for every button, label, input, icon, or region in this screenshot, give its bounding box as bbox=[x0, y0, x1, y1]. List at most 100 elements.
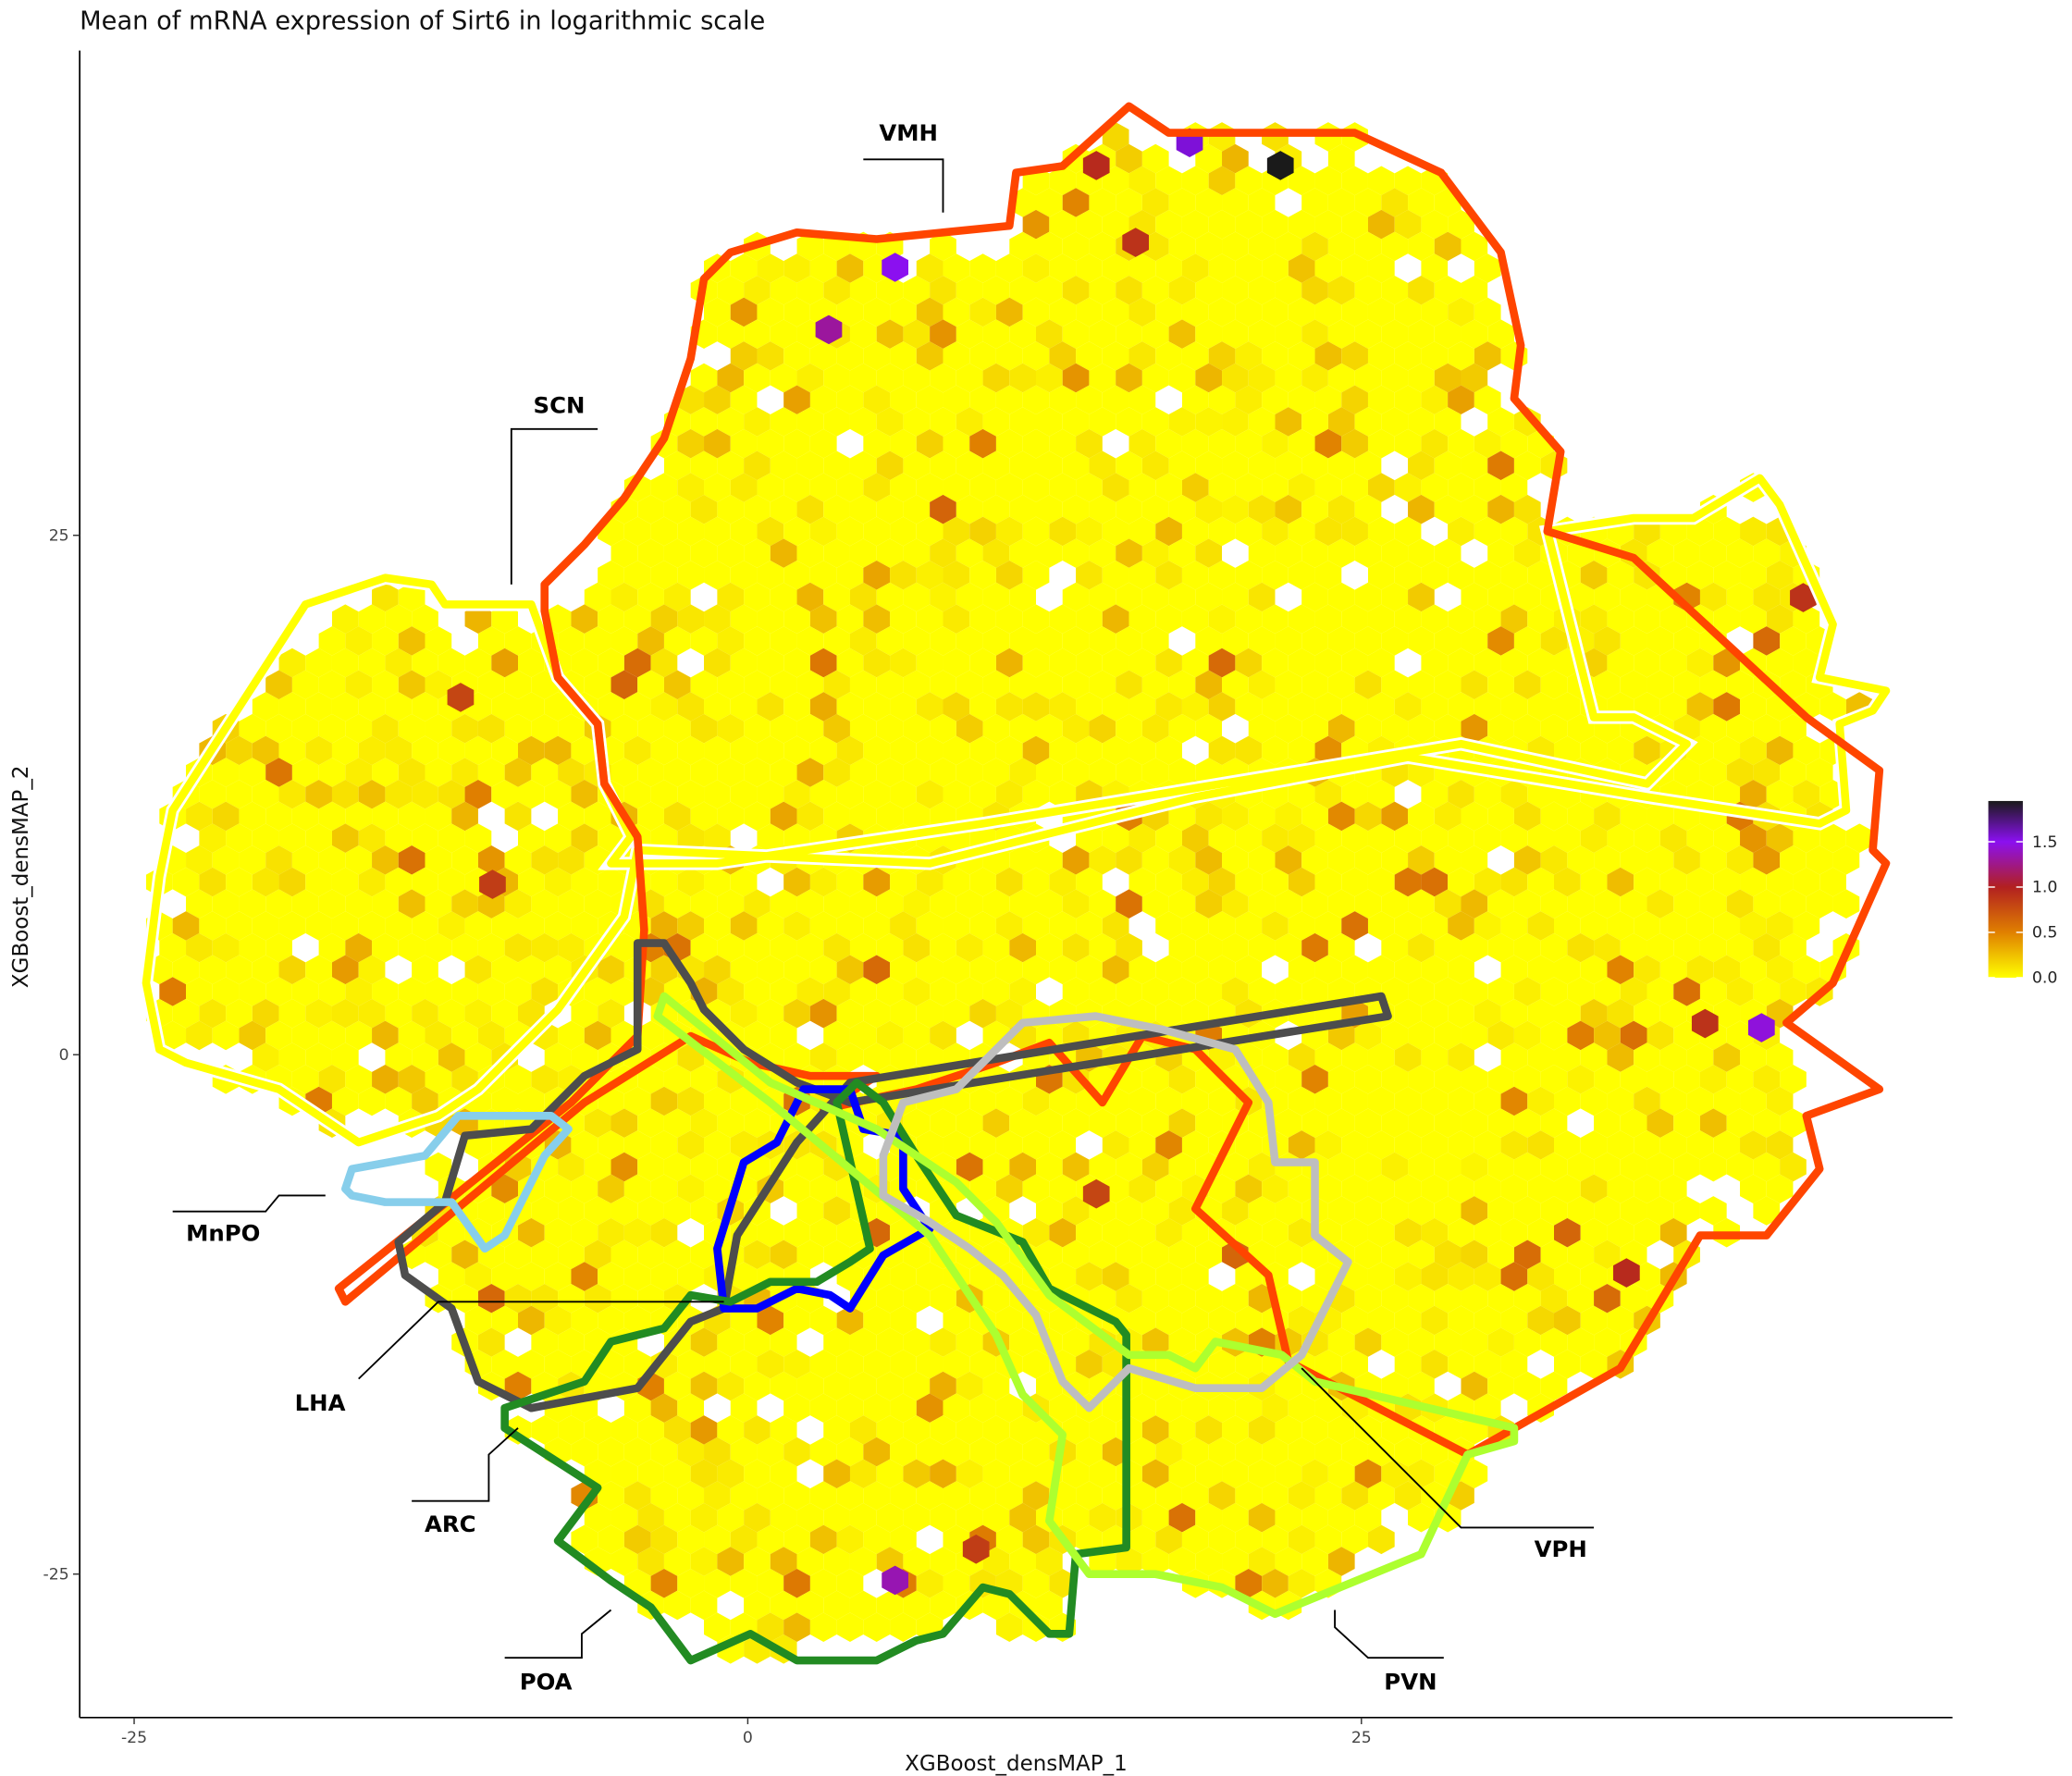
hex-bin bbox=[1620, 1108, 1647, 1138]
hex-bin bbox=[623, 516, 651, 547]
hex-bin bbox=[903, 626, 931, 656]
hex-bin bbox=[1554, 867, 1581, 897]
hex-bin bbox=[1513, 1196, 1541, 1226]
hex-bin bbox=[1301, 231, 1328, 262]
hex-bin bbox=[1474, 1217, 1501, 1248]
hex-bin bbox=[1262, 911, 1289, 941]
hex-bin bbox=[1195, 977, 1223, 1006]
hex-bin bbox=[995, 253, 1023, 283]
hex-bin bbox=[1354, 363, 1382, 393]
hex-bin bbox=[1235, 253, 1263, 283]
hex-bin bbox=[1116, 713, 1142, 744]
hex-bin bbox=[836, 385, 864, 415]
hex-bin bbox=[1262, 648, 1289, 678]
hex-bin bbox=[1434, 407, 1462, 437]
hex-bin bbox=[1036, 231, 1063, 262]
hex-bin bbox=[770, 319, 797, 349]
hex-bin bbox=[1022, 779, 1050, 809]
hex-bin bbox=[1089, 363, 1116, 393]
hex-bin bbox=[558, 1240, 585, 1270]
hex-bin bbox=[1341, 1437, 1368, 1467]
hex-bin bbox=[1168, 319, 1196, 349]
hex-bin bbox=[1580, 604, 1608, 634]
hex-bin bbox=[518, 1350, 545, 1379]
hex-bin bbox=[1235, 867, 1263, 897]
hex-bin bbox=[504, 670, 532, 700]
hex-bin bbox=[1594, 1064, 1621, 1094]
hex-bin bbox=[1594, 1283, 1621, 1314]
hex-bin bbox=[876, 1502, 904, 1533]
hex-bin bbox=[1620, 1283, 1647, 1314]
hex-bin bbox=[690, 932, 718, 963]
hex-bin bbox=[1567, 713, 1595, 744]
hex-bin bbox=[1673, 626, 1700, 656]
hex-bin bbox=[744, 1240, 771, 1270]
hex-bin bbox=[1421, 297, 1449, 327]
hex-bin bbox=[717, 1371, 745, 1401]
hex-bin bbox=[903, 538, 931, 568]
hex-bin bbox=[677, 1568, 705, 1598]
hex-bin bbox=[1181, 867, 1209, 897]
hex-bin bbox=[663, 1064, 691, 1094]
hex-bin bbox=[863, 1305, 891, 1336]
hex-bin bbox=[1089, 1459, 1116, 1489]
hex-bin bbox=[876, 1371, 904, 1401]
hex-bin bbox=[717, 1327, 745, 1357]
hex-bin bbox=[1275, 450, 1302, 481]
hex-bin bbox=[1314, 1481, 1342, 1511]
hex-bin bbox=[1022, 648, 1050, 678]
hex-bin bbox=[836, 779, 864, 809]
hex-bin bbox=[1116, 363, 1142, 393]
hex-bin bbox=[584, 1152, 611, 1182]
hex-bin bbox=[1434, 670, 1462, 700]
hex-bin bbox=[1500, 648, 1528, 678]
hex-bin bbox=[1634, 1042, 1660, 1072]
hex-bin bbox=[265, 670, 292, 700]
hex-bin bbox=[1235, 1568, 1263, 1598]
hex-bin bbox=[1275, 1283, 1302, 1314]
hex-bin bbox=[331, 867, 359, 897]
hex-bin bbox=[598, 867, 624, 897]
hex-bin bbox=[1554, 1086, 1581, 1116]
hex-bin bbox=[1327, 363, 1355, 393]
hex-bin bbox=[1288, 209, 1315, 240]
hex-bin bbox=[398, 758, 426, 787]
hex-bin bbox=[757, 692, 784, 722]
hex-bin bbox=[1141, 450, 1169, 481]
hex-bin bbox=[982, 1371, 1010, 1401]
hex-bin bbox=[809, 998, 837, 1029]
hex-bin bbox=[1062, 188, 1090, 217]
hex-bin bbox=[1116, 407, 1142, 437]
hex-bin bbox=[969, 473, 996, 502]
hex-bin bbox=[1726, 1152, 1754, 1182]
hex-bin bbox=[1740, 561, 1767, 590]
hex-bin bbox=[783, 1393, 810, 1424]
hex-bin bbox=[1527, 561, 1554, 590]
hex-bin bbox=[1314, 1524, 1342, 1555]
hex-bin bbox=[783, 385, 810, 415]
hex-bin bbox=[823, 977, 850, 1006]
hex-bin bbox=[1646, 1196, 1674, 1226]
hex-bin bbox=[504, 889, 532, 919]
hex-bin bbox=[890, 604, 917, 634]
hex-bin bbox=[1102, 297, 1129, 327]
hex-bin bbox=[1288, 1393, 1315, 1424]
hex-bin bbox=[1208, 1524, 1236, 1555]
hex-bin bbox=[903, 670, 931, 700]
hex-bin bbox=[1448, 648, 1474, 678]
hex-bin bbox=[1036, 670, 1063, 700]
hex-bin bbox=[1408, 1064, 1435, 1094]
hex-bin bbox=[1341, 1042, 1368, 1072]
hex-bin bbox=[1461, 626, 1488, 656]
hex-bin bbox=[809, 1217, 837, 1248]
hex-bin bbox=[1168, 231, 1196, 262]
hex-bin bbox=[1314, 1350, 1342, 1379]
hex-bin bbox=[1686, 911, 1714, 941]
hex-bin bbox=[504, 1283, 532, 1314]
hex-bin bbox=[1275, 407, 1302, 437]
hex-bin-highlight bbox=[1082, 151, 1110, 180]
hex-bin bbox=[956, 450, 983, 481]
hex-bin bbox=[1394, 1305, 1422, 1336]
hex-bin bbox=[849, 889, 877, 919]
